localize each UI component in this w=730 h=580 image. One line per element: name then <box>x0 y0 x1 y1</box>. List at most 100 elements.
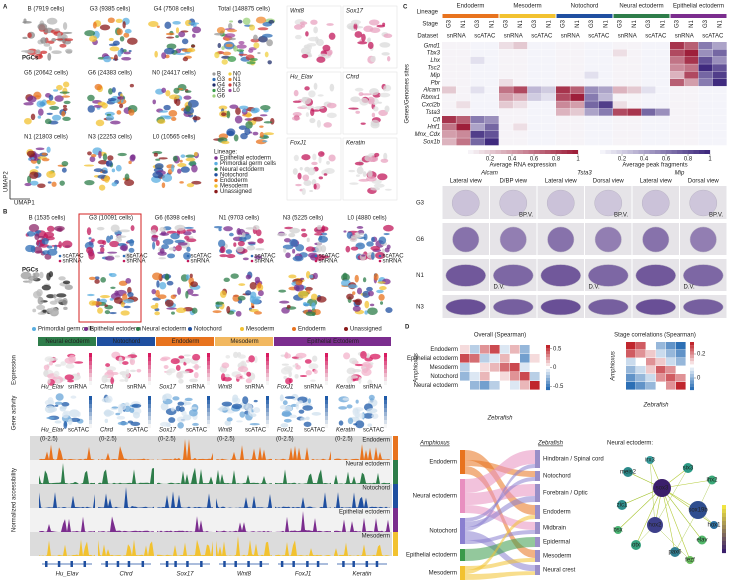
umap-points <box>349 182 359 185</box>
umap-points <box>305 112 310 118</box>
legend-label: G6 <box>217 94 226 100</box>
node-label: bsx <box>613 528 622 534</box>
stage-label: N1 <box>489 20 495 28</box>
heatmap-cell <box>520 381 530 390</box>
heatmap-cell <box>613 42 627 50</box>
umap-points <box>98 184 106 191</box>
umap-points <box>62 104 67 109</box>
network-node <box>689 501 707 519</box>
heatmap-cell <box>470 116 485 124</box>
umap-points <box>118 280 128 286</box>
heatmap-cell <box>470 56 485 64</box>
colorbar-step <box>148 373 151 377</box>
umap-points <box>164 273 170 281</box>
heatmap-cell <box>613 138 627 146</box>
umap-points <box>301 228 306 232</box>
umap-points <box>114 255 121 258</box>
colorbar-step <box>266 361 269 365</box>
heatmap-cell <box>527 42 542 50</box>
umap-points <box>88 237 92 240</box>
umap-points <box>249 281 257 290</box>
umap-points <box>125 278 132 284</box>
colorbar-step <box>148 369 151 373</box>
network-edge <box>654 524 691 561</box>
umap-points <box>189 378 198 383</box>
umap-points <box>311 161 318 166</box>
heatmap-cell <box>670 101 684 109</box>
umap-points <box>162 238 174 245</box>
heatmap-cell <box>510 363 520 372</box>
network-edge <box>661 487 676 553</box>
heatmap-cell <box>627 64 642 72</box>
colorbar-step <box>148 357 151 361</box>
umap-points <box>232 394 239 403</box>
lineage-header: Notochord <box>571 4 599 10</box>
heatmap-cell <box>627 86 642 94</box>
colorbar-step <box>690 358 694 362</box>
umap-points <box>26 95 37 103</box>
umap-points <box>156 280 160 288</box>
umap-points <box>93 168 104 173</box>
heatmap-cell <box>480 354 490 363</box>
umap-points <box>44 356 54 363</box>
node-label: zic1 <box>617 503 628 509</box>
umap-points <box>88 300 97 306</box>
colorbar-step <box>207 396 210 400</box>
umap-points <box>279 394 284 402</box>
colorbar-step <box>266 353 269 357</box>
umap-points <box>305 416 310 421</box>
legend-dot <box>212 94 216 98</box>
colorbar-tick-label: 0.2 <box>618 157 627 163</box>
heatmap-cell <box>513 108 528 116</box>
axis-title: Zebrafish <box>486 416 513 422</box>
umap-points <box>192 116 201 121</box>
legend-label: Mesoderm <box>246 327 274 333</box>
umap-points <box>303 179 312 186</box>
umap-points <box>89 35 98 42</box>
umap-points <box>111 168 116 173</box>
umap-points <box>362 171 367 178</box>
heatmap-cell <box>527 79 542 87</box>
umap-points <box>218 105 228 110</box>
umap-points <box>304 359 312 364</box>
heatmap-cell <box>684 64 699 72</box>
heatmap-cell <box>510 345 520 354</box>
umap-points <box>112 40 120 46</box>
umap-points <box>116 110 122 115</box>
embryo <box>642 226 670 253</box>
umap-points <box>91 238 95 242</box>
umap-points <box>46 146 51 153</box>
accessibility-peaks <box>334 492 390 508</box>
embryo <box>635 298 676 316</box>
exon <box>306 561 309 567</box>
view-note: D.V. <box>684 285 695 291</box>
row-label: Mesoderm <box>430 365 458 371</box>
accessibility-peaks <box>39 539 95 556</box>
heatmap-cell <box>655 79 670 87</box>
gene-label: Tsta3 <box>426 110 441 116</box>
gene-label: Wnt8 <box>290 9 305 15</box>
umap-points <box>306 42 317 47</box>
umap-points <box>35 49 41 56</box>
legend-dot <box>212 88 216 93</box>
umap-points <box>161 244 169 250</box>
heatmap-cell <box>499 64 513 72</box>
sankey-flow <box>465 537 535 561</box>
legend-label: scATAC <box>319 254 341 260</box>
heatmap-cell <box>499 42 513 50</box>
umap-points <box>51 114 62 121</box>
umap-points <box>152 171 163 179</box>
umap-points <box>366 286 373 292</box>
umap-points <box>357 41 368 45</box>
heatmap-cell <box>655 93 670 101</box>
accessibility-peaks <box>216 445 272 460</box>
heatmap-cell <box>684 42 699 50</box>
umap-points <box>62 87 68 95</box>
gene-label: Keratin <box>336 428 356 434</box>
embryo <box>493 264 534 287</box>
umap-points <box>74 361 84 364</box>
heatmap-cell <box>641 79 656 87</box>
umap-points <box>253 34 258 41</box>
colorbar-tick-label: 0.5 <box>553 346 562 352</box>
umap-points <box>62 116 71 122</box>
